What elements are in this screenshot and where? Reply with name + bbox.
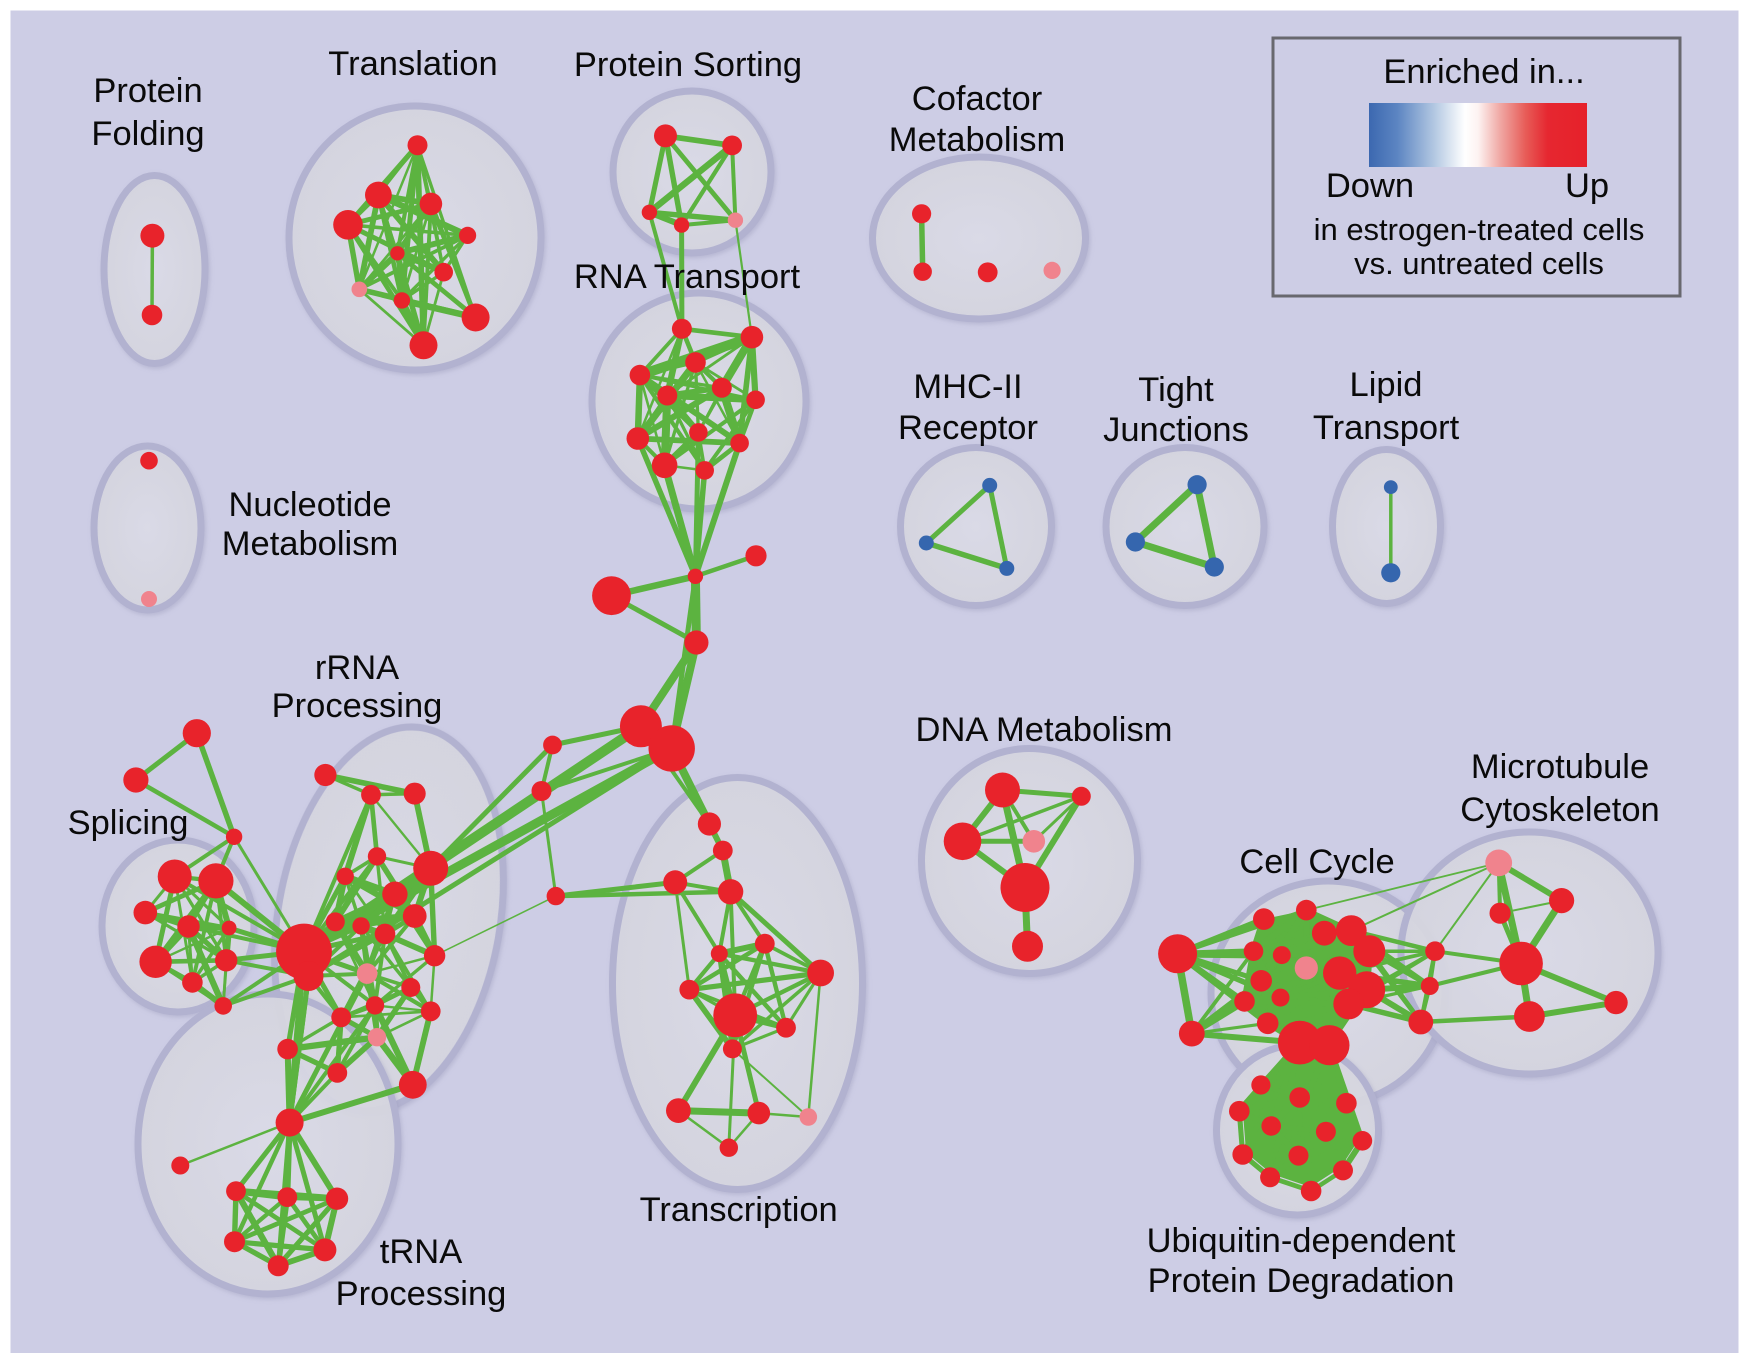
svg-text:Splicing: Splicing: [68, 804, 189, 842]
svg-text:vs. untreated cells: vs. untreated cells: [1354, 246, 1604, 281]
svg-text:Up: Up: [1565, 167, 1609, 205]
svg-text:Protein Sorting: Protein Sorting: [574, 46, 802, 84]
svg-text:Cell Cycle: Cell Cycle: [1239, 843, 1394, 881]
svg-text:Cytoskeleton: Cytoskeleton: [1460, 791, 1659, 829]
svg-text:Metabolism: Metabolism: [222, 525, 398, 563]
svg-text:Microtubule: Microtubule: [1471, 748, 1649, 786]
svg-text:DNA Metabolism: DNA Metabolism: [916, 711, 1173, 749]
svg-text:in estrogen-treated cells: in estrogen-treated cells: [1314, 212, 1645, 247]
svg-text:RNA Transport: RNA Transport: [574, 258, 801, 296]
svg-text:Processing: Processing: [272, 687, 443, 725]
svg-text:Processing: Processing: [336, 1275, 507, 1313]
svg-text:Ubiquitin-dependent: Ubiquitin-dependent: [1147, 1222, 1456, 1260]
svg-text:Metabolism: Metabolism: [889, 121, 1065, 159]
svg-text:Junctions: Junctions: [1103, 411, 1249, 449]
svg-text:Folding: Folding: [91, 115, 204, 153]
svg-text:Nucleotide: Nucleotide: [228, 486, 391, 524]
svg-text:Down: Down: [1326, 167, 1414, 205]
svg-text:tRNA: tRNA: [380, 1233, 462, 1271]
svg-text:Transport: Transport: [1313, 409, 1460, 447]
svg-text:Translation: Translation: [328, 45, 497, 83]
svg-text:Protein Degradation: Protein Degradation: [1148, 1262, 1455, 1300]
svg-text:rRNA: rRNA: [315, 649, 399, 687]
svg-text:Lipid: Lipid: [1350, 366, 1423, 404]
svg-text:Cofactor: Cofactor: [912, 80, 1042, 118]
svg-text:Tight: Tight: [1138, 371, 1214, 409]
svg-text:Transcription: Transcription: [640, 1191, 838, 1229]
svg-text:MHC-II: MHC-II: [913, 368, 1022, 406]
svg-text:Protein: Protein: [93, 72, 202, 110]
svg-text:Receptor: Receptor: [898, 409, 1038, 447]
svg-text:Enriched in...: Enriched in...: [1383, 53, 1584, 91]
